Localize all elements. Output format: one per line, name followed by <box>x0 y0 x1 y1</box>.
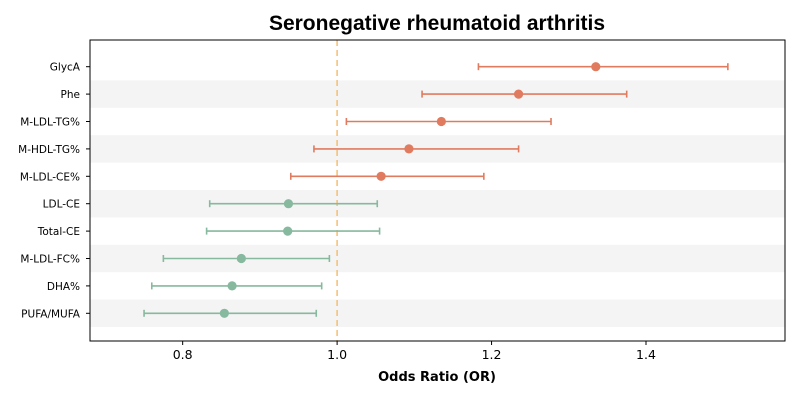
y-tick-label: M-HDL-TG% <box>18 144 80 156</box>
x-tick-label: 0.8 <box>173 347 193 362</box>
y-tick-label: Total-CE <box>37 226 80 238</box>
y-tick-label: M-LDL-FC% <box>20 254 80 266</box>
chart-title: Seronegative rheumatoid arthritis <box>269 12 605 35</box>
y-axis: GlycA Phe M-LDL-TG% M-HDL-TG% M-LDL-CE% LDL-C… <box>18 62 90 320</box>
or-point <box>436 116 446 127</box>
or-point <box>219 308 229 318</box>
or-point <box>591 62 601 72</box>
x-axis-label: Odds Ratio (OR) <box>378 370 496 385</box>
y-tick-label: M-LDL-CE% <box>20 171 80 183</box>
x-tick-label: 1.2 <box>482 347 502 362</box>
x-axis: 0.8 1.0 1.2 1.4 <box>173 341 656 362</box>
y-tick-label: GlycA <box>50 62 81 74</box>
y-tick-label: LDL-CE <box>43 199 80 211</box>
or-point <box>404 144 414 154</box>
data-points <box>219 62 601 318</box>
or-point <box>236 253 246 264</box>
x-tick-label: 1.4 <box>636 347 656 362</box>
error-bars <box>143 63 729 317</box>
y-tick-label: DHA% <box>47 281 80 293</box>
row-bands <box>90 80 785 327</box>
row-band <box>90 190 785 218</box>
or-point <box>283 226 293 236</box>
or-point <box>513 89 524 99</box>
y-tick-label: M-LDL-TG% <box>20 117 80 129</box>
y-tick-label: PUFA/MUFA <box>21 308 81 320</box>
plot-frame <box>89 39 786 342</box>
x-tick-label: 1.0 <box>327 347 347 362</box>
y-tick-label: Phe <box>61 89 80 101</box>
or-point <box>376 171 386 181</box>
or-point <box>227 281 237 291</box>
or-point <box>283 199 294 209</box>
